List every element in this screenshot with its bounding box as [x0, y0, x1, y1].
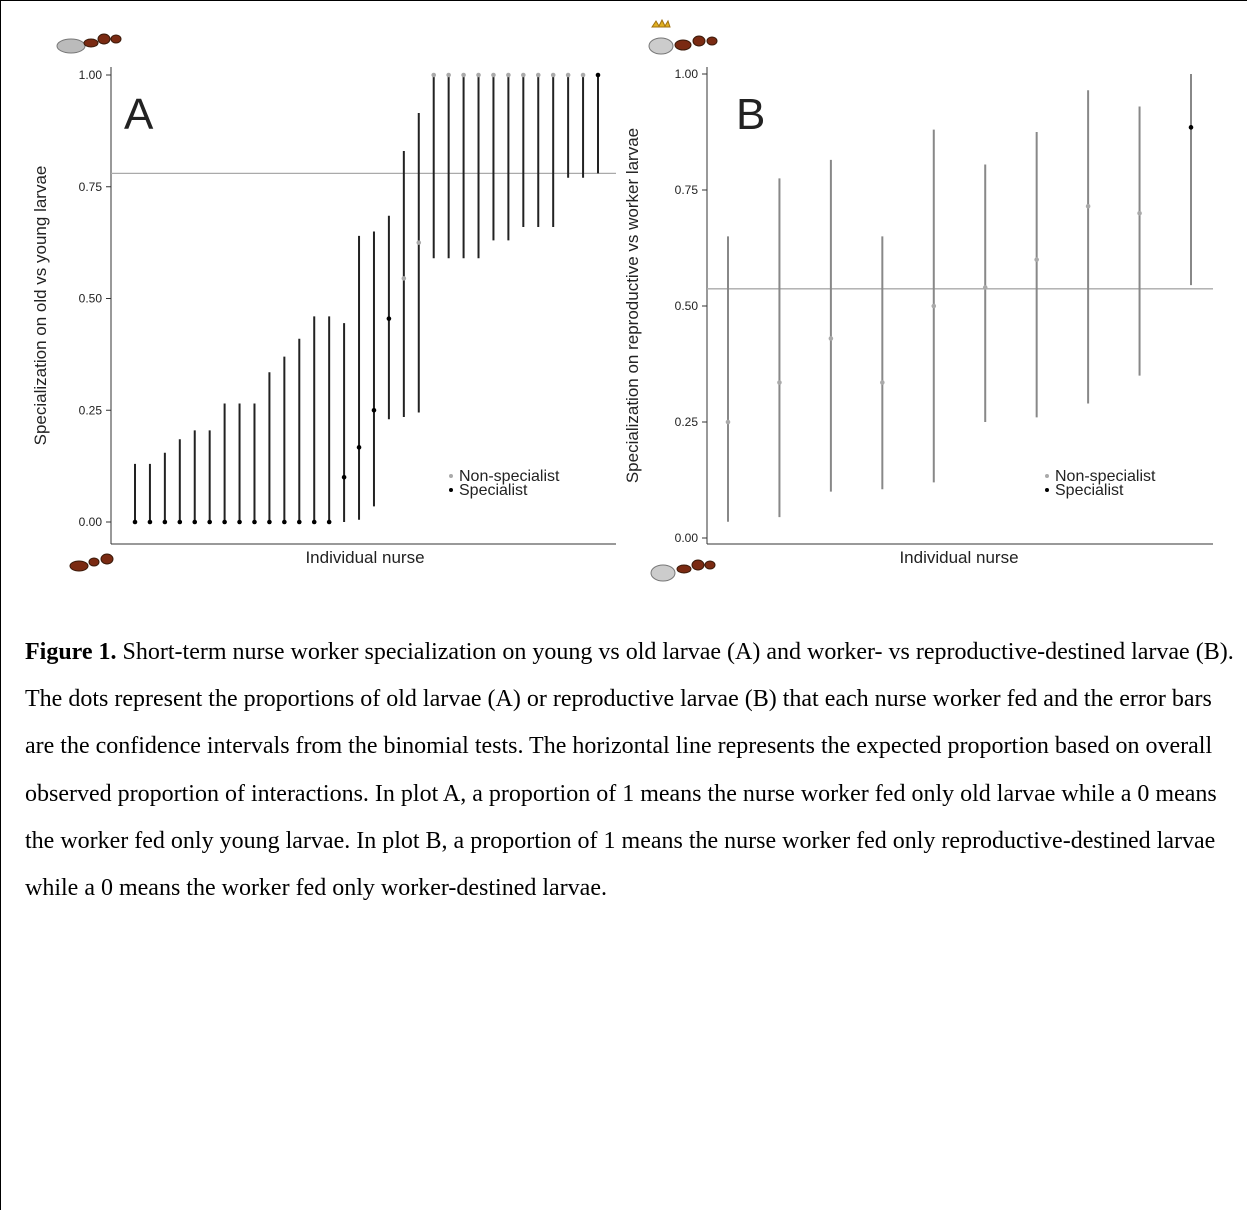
point	[252, 519, 257, 525]
legend-label: Specialist	[1055, 482, 1124, 499]
point	[1034, 257, 1039, 262]
point	[535, 72, 541, 78]
y-tick-label: 0.75	[675, 183, 699, 197]
point	[162, 519, 168, 525]
legend-marker	[449, 474, 453, 478]
y-axis-label: Specialization on old vs young larvae	[31, 166, 50, 446]
point	[506, 72, 511, 78]
x-axis-label: Individual nurse	[305, 548, 424, 567]
point	[192, 519, 198, 525]
point	[565, 72, 571, 78]
legend-label: Non-specialist	[459, 468, 560, 485]
point	[931, 303, 937, 309]
point	[207, 519, 212, 525]
point	[725, 419, 731, 425]
point	[828, 336, 834, 341]
y-tick-label: 0.25	[675, 415, 699, 429]
point	[777, 380, 782, 385]
y-tick-label: 0.75	[79, 180, 103, 194]
point	[267, 519, 272, 525]
point	[326, 519, 332, 525]
y-axis-label: Specialization on reproductive vs worker…	[623, 128, 642, 483]
legend-marker	[1045, 488, 1049, 492]
point	[177, 519, 183, 525]
point	[1137, 210, 1142, 216]
y-tick-label: 0.25	[79, 403, 103, 417]
legend-label: Non-specialist	[1055, 468, 1156, 485]
point	[476, 72, 481, 78]
x-axis-label: Individual nurse	[899, 548, 1018, 567]
y-tick-label: 0.50	[79, 292, 103, 306]
point	[147, 519, 153, 525]
y-tick-label: 1.00	[675, 67, 699, 81]
legend-marker	[449, 488, 453, 492]
panel-letter: A	[124, 90, 154, 139]
point	[446, 72, 451, 78]
point	[296, 519, 302, 525]
ant-icon	[56, 18, 718, 582]
point	[550, 72, 556, 78]
point	[595, 72, 601, 78]
point	[132, 519, 138, 525]
point	[461, 72, 466, 78]
y-tick-label: 0.00	[675, 531, 699, 545]
caption-text: Short-term nurse worker specialization o…	[25, 639, 1234, 902]
point	[222, 519, 227, 525]
point	[416, 240, 422, 245]
point	[237, 519, 242, 525]
caption-label: Figure 1.	[25, 639, 117, 665]
point	[580, 72, 586, 78]
point	[282, 519, 287, 525]
point	[341, 475, 347, 480]
point	[371, 407, 377, 413]
point	[491, 72, 496, 78]
panel-letter: B	[736, 90, 765, 139]
point	[1085, 203, 1091, 209]
point	[521, 72, 526, 78]
legend-label: Specialist	[459, 482, 528, 499]
figure: 0.000.250.500.751.00Non-specialistSpecia…	[31, 18, 1213, 582]
point	[982, 285, 988, 290]
point	[880, 380, 885, 385]
y-tick-label: 0.00	[79, 515, 103, 529]
legend-marker	[1045, 474, 1049, 478]
y-tick-label: 0.50	[675, 299, 699, 313]
point	[356, 445, 362, 450]
point	[386, 316, 392, 321]
point	[311, 519, 317, 525]
caption: Figure 1. Short-term nurse worker specia…	[25, 629, 1235, 912]
point	[431, 72, 437, 78]
y-tick-label: 1.00	[79, 68, 103, 82]
point	[1188, 125, 1194, 130]
point	[401, 276, 407, 281]
